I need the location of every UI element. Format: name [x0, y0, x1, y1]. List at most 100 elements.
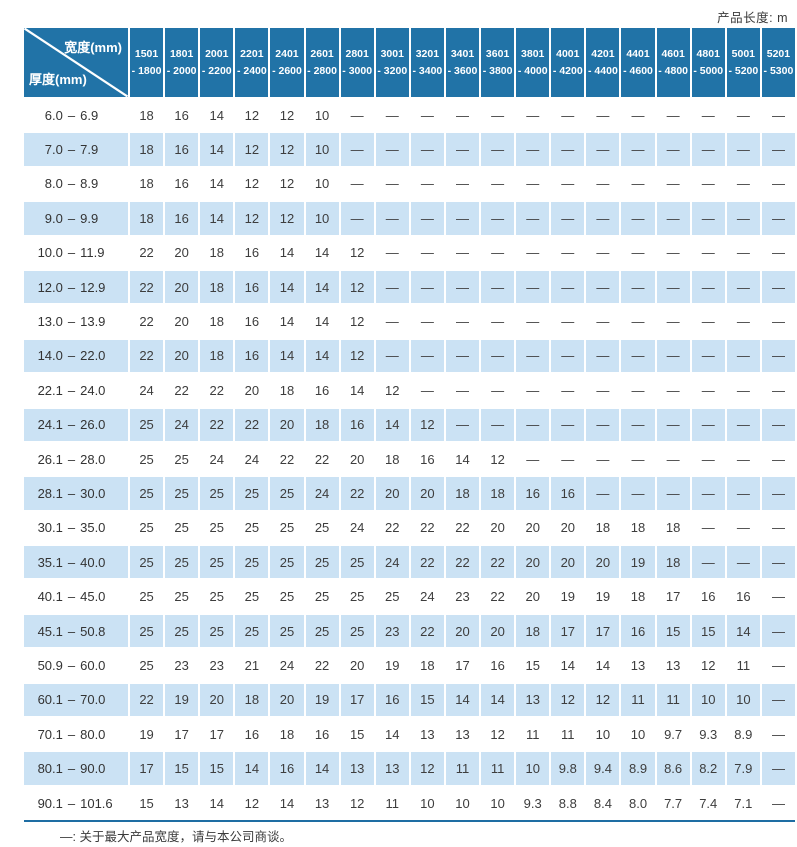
table-cell: 25: [174, 589, 189, 605]
row-label: 9.0–9.9: [24, 202, 128, 235]
table-cell: 25: [305, 546, 339, 579]
table-cell: 20: [200, 683, 234, 717]
diagonal-divider-line: [24, 28, 128, 97]
table-cell: —: [701, 107, 715, 123]
row-label-max: 9.9: [80, 210, 99, 226]
table-cell: 15: [165, 752, 199, 785]
table-cell: 17: [130, 752, 164, 785]
table-cell: 16: [174, 176, 189, 192]
table-cell: —: [726, 408, 760, 441]
column-header: 4401 - 4600: [621, 28, 655, 97]
table-cell: —: [410, 202, 444, 235]
row-label-max: 80.0: [80, 726, 106, 742]
table-cell: 18: [200, 270, 234, 304]
table-cell: 11: [736, 657, 751, 673]
column-header-line2: - 2200: [201, 64, 232, 77]
row-label-min: 45.1: [37, 623, 63, 639]
table-cell: 22: [410, 614, 444, 648]
table-cell: 12: [235, 133, 269, 166]
column-header-line1: 3001: [380, 47, 404, 60]
table-cell: —: [701, 314, 715, 330]
table-cell: —: [656, 477, 690, 510]
table-cell: 18: [630, 589, 646, 605]
table-cell: 11: [525, 726, 540, 742]
table-cell: —: [691, 339, 725, 373]
table-cell: 20: [525, 589, 540, 605]
column-header-line2: - 4600: [623, 64, 653, 77]
column-header-line1: 4801: [696, 47, 720, 60]
column-header: 4601 - 4800: [656, 28, 690, 97]
column-header-line1: 2201: [240, 47, 264, 60]
table-cell: 14: [209, 176, 224, 192]
column-header-line1: 2001: [205, 47, 229, 60]
table-cell: —: [726, 202, 760, 235]
table-cell: —: [761, 270, 795, 304]
column-header-line2: - 4400: [588, 64, 618, 77]
table-cell: 16: [244, 726, 260, 742]
table-cell: 13: [665, 657, 681, 673]
table-cell: 18: [595, 520, 611, 536]
row-label-min: 6.0: [44, 107, 63, 123]
table-cell: 23: [455, 589, 470, 605]
table-cell: 12: [349, 314, 365, 330]
table-cell: 16: [165, 202, 199, 235]
table-cell: 14: [279, 795, 295, 811]
table-cell: —: [385, 245, 399, 261]
table-cell: —: [691, 408, 725, 441]
table-cell: —: [526, 245, 540, 261]
row-label-min: 8.0: [44, 176, 63, 192]
table-cell: —: [445, 408, 480, 441]
table-cell: —: [586, 408, 620, 441]
table-cell: 13: [314, 795, 330, 811]
column-header: 2601 - 2800: [305, 28, 339, 97]
table-cell: 25: [270, 477, 304, 510]
table-cell: —: [516, 270, 550, 304]
column-header-line1: 4401: [626, 47, 650, 60]
column-header-line2: - 3800: [482, 64, 513, 77]
table-cell: —: [726, 546, 760, 579]
table-cell: 19: [165, 683, 199, 717]
table-cell: 16: [420, 451, 435, 467]
row-label-max: 35.0: [80, 520, 106, 536]
row-label-min: 24.1: [37, 417, 63, 433]
table-cell: —: [551, 133, 585, 166]
table-cell: 22: [279, 451, 295, 467]
row-label-dash: –: [67, 485, 76, 501]
table-cell: —: [631, 451, 645, 467]
table-cell: 18: [420, 657, 435, 673]
table-cell: 14: [445, 683, 480, 717]
table-cell: —: [621, 339, 655, 373]
table-cell: 24: [375, 546, 409, 579]
table-cell: —: [526, 382, 540, 398]
table-cell: —: [621, 477, 655, 510]
table-cell: 12: [700, 657, 716, 673]
column-header: 5001 - 5200: [726, 28, 760, 97]
table-cell: 14: [270, 339, 304, 373]
table-cell: 25: [130, 546, 164, 579]
table-cell: 17: [455, 657, 470, 673]
column-header-line1: 1801: [169, 47, 194, 60]
column-header-line2: - 2400: [236, 64, 267, 77]
row-label-min: 90.1: [37, 795, 63, 811]
table-cell: 18: [445, 477, 480, 510]
table-cell: 20: [490, 520, 505, 536]
row-label-max: 30.0: [80, 485, 106, 501]
table-cell: 20: [270, 408, 304, 441]
column-header-line2: - 5200: [728, 64, 759, 77]
table-cell: 20: [244, 382, 260, 398]
table-cell: 25: [200, 614, 234, 648]
table-cell: 12: [244, 176, 260, 192]
table-cell: 18: [385, 451, 400, 467]
row-label: 13.0–13.9: [24, 305, 128, 337]
column-header: 1501 - 1800: [130, 28, 164, 97]
column-header-line2: - 3600: [447, 64, 478, 77]
table-cell: 16: [551, 477, 585, 510]
table-cell: —: [596, 176, 610, 192]
table-cell: —: [586, 133, 620, 166]
table-cell: 10: [314, 176, 330, 192]
row-label: 90.1–101.6: [24, 787, 128, 819]
table-cell: 12: [279, 107, 295, 123]
table-cell: —: [561, 107, 575, 123]
table-cell: —: [726, 133, 760, 166]
table-cell: —: [701, 245, 715, 261]
